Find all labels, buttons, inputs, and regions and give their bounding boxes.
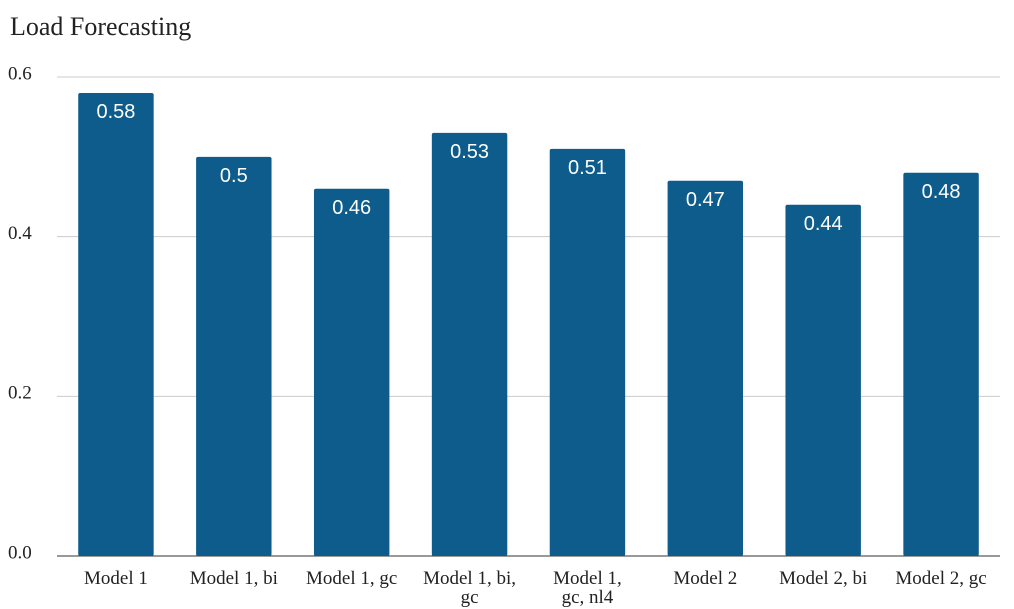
value-label: 0.47 xyxy=(686,189,725,211)
bar xyxy=(196,156,272,557)
value-label: 0.44 xyxy=(804,213,843,235)
bar xyxy=(313,188,390,556)
y-tick-label: 0.4 xyxy=(8,223,32,244)
value-label: 0.46 xyxy=(332,197,371,219)
x-tick-label: Model 2 xyxy=(673,568,738,589)
y-tick-label: 0.6 xyxy=(8,63,32,84)
bar xyxy=(667,180,744,557)
x-tick-label: Model 1 xyxy=(84,568,148,589)
x-tick-label: Model 1, bi, gc xyxy=(423,568,516,608)
x-tick-label: Model 1, bi xyxy=(189,568,278,589)
bar xyxy=(785,204,861,556)
bar xyxy=(78,92,154,556)
value-label: 0.58 xyxy=(96,101,135,123)
value-label: 0.51 xyxy=(568,157,607,179)
value-label: 0.5 xyxy=(220,165,248,187)
chart-title: Load Forecasting xyxy=(10,12,191,41)
y-tick-label: 0.0 xyxy=(8,542,32,563)
x-tick-label: Model 1, gc, nl4 xyxy=(553,568,622,608)
x-tick-label: Model 2, gc xyxy=(895,568,987,589)
bar xyxy=(431,132,508,556)
value-label: 0.48 xyxy=(922,181,961,203)
x-tick-label: Model 2, bi xyxy=(779,568,868,589)
value-label: 0.53 xyxy=(450,141,489,163)
y-tick-label: 0.2 xyxy=(8,383,32,404)
bar xyxy=(549,148,626,556)
x-tick-label: Model 1, gc xyxy=(306,568,398,589)
bar xyxy=(903,172,979,557)
